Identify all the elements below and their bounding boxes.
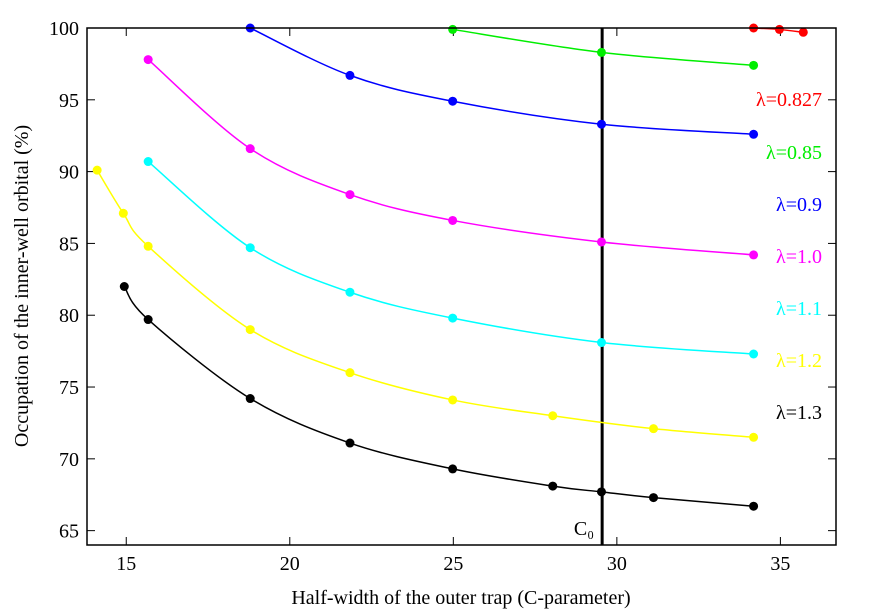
series-label: λ=1.0 bbox=[776, 246, 822, 268]
data-point bbox=[345, 287, 355, 297]
data-point bbox=[548, 481, 558, 491]
data-point bbox=[596, 487, 606, 497]
data-point bbox=[345, 368, 355, 378]
series-label: λ=0.85 bbox=[766, 142, 822, 164]
data-point bbox=[118, 208, 128, 218]
data-point bbox=[749, 432, 759, 442]
data-point bbox=[448, 215, 458, 225]
data-point bbox=[774, 24, 784, 34]
data-point bbox=[345, 190, 355, 200]
data-point bbox=[143, 241, 153, 251]
x-tick-label: 30 bbox=[607, 553, 627, 575]
data-point bbox=[596, 47, 606, 57]
series-label: λ=0.9 bbox=[776, 194, 822, 216]
data-point bbox=[749, 250, 759, 260]
data-point bbox=[448, 96, 458, 106]
y-tick-label: 80 bbox=[59, 305, 79, 327]
series-label: λ=1.1 bbox=[776, 298, 822, 320]
data-point bbox=[596, 338, 606, 348]
series-label: λ=0.827 bbox=[756, 89, 822, 111]
data-point bbox=[749, 501, 759, 511]
data-point bbox=[143, 315, 153, 325]
data-point bbox=[448, 464, 458, 474]
reference-label: C₀ bbox=[574, 518, 594, 540]
data-point bbox=[648, 493, 658, 503]
y-tick-label: 70 bbox=[59, 449, 79, 471]
series-line bbox=[147, 59, 754, 256]
series-line bbox=[123, 286, 754, 507]
y-tick-label: 90 bbox=[59, 162, 79, 184]
data-point bbox=[245, 325, 255, 335]
series-line bbox=[96, 169, 754, 439]
data-point bbox=[448, 24, 458, 34]
data-point bbox=[448, 313, 458, 323]
data-point bbox=[798, 27, 808, 37]
data-point bbox=[448, 395, 458, 405]
data-point bbox=[245, 394, 255, 404]
series-line bbox=[147, 160, 754, 355]
data-point bbox=[345, 438, 355, 448]
data-point bbox=[143, 157, 153, 167]
plot-frame bbox=[86, 27, 837, 546]
series-line bbox=[249, 27, 754, 136]
x-tick-label: 15 bbox=[116, 553, 136, 575]
data-point bbox=[648, 424, 658, 434]
data-point bbox=[596, 119, 606, 129]
data-point bbox=[245, 144, 255, 154]
data-point bbox=[596, 237, 606, 247]
data-point bbox=[92, 165, 102, 175]
data-point bbox=[548, 411, 558, 421]
y-axis-label: Occupation of the inner-well orbital (%) bbox=[11, 125, 33, 447]
series-label: λ=1.2 bbox=[776, 350, 822, 372]
y-tick-label: 75 bbox=[59, 377, 79, 399]
data-point bbox=[119, 282, 129, 291]
x-axis-label: Half-width of the outer trap (C-paramete… bbox=[291, 587, 630, 609]
y-tick-label: 65 bbox=[59, 521, 79, 543]
y-tick-label: 95 bbox=[59, 90, 79, 112]
data-point bbox=[245, 243, 255, 253]
y-tick-label: 85 bbox=[59, 233, 79, 255]
data-point bbox=[749, 60, 759, 70]
series-label: λ=1.3 bbox=[776, 402, 822, 424]
data-point bbox=[749, 129, 759, 139]
data-point bbox=[345, 70, 355, 80]
y-tick-label: 100 bbox=[49, 18, 79, 40]
x-tick-label: 35 bbox=[770, 553, 790, 575]
data-point bbox=[143, 55, 153, 65]
data-point bbox=[749, 349, 759, 359]
x-tick-label: 25 bbox=[443, 553, 463, 575]
x-tick-label: 20 bbox=[280, 553, 300, 575]
